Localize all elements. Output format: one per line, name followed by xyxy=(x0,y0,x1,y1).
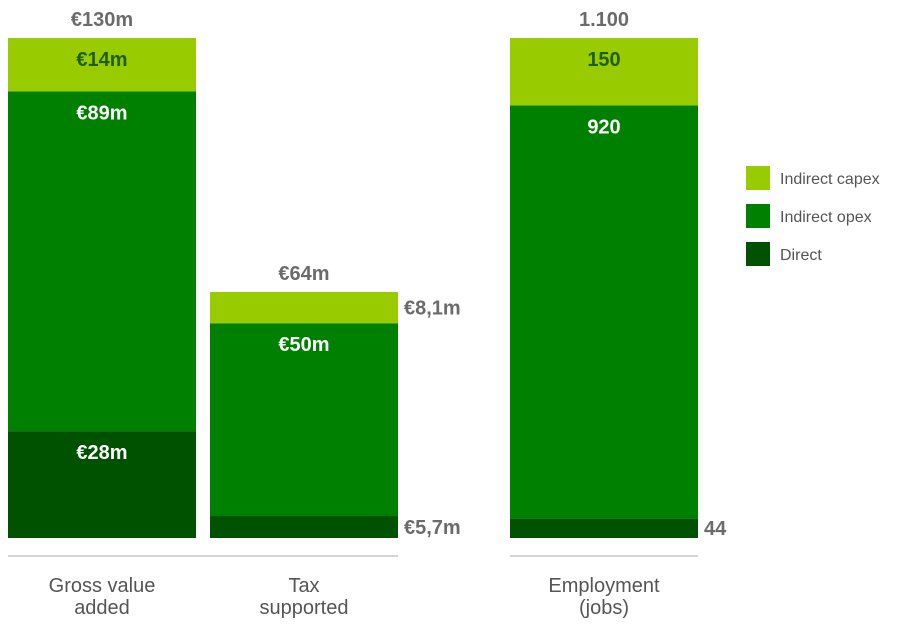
bar-0-indirect-capex xyxy=(8,38,196,92)
bar-1-indirect-opex xyxy=(210,323,398,517)
value-label: €50m xyxy=(278,334,329,356)
value-label: 150 xyxy=(587,49,620,71)
bar-2-indirect-opex xyxy=(510,105,698,519)
value-label: 44 xyxy=(704,518,727,540)
bar-2-direct xyxy=(510,518,698,538)
legend-swatch xyxy=(746,166,770,190)
category-label: Gross value added xyxy=(49,575,156,619)
legend-label: Direct xyxy=(780,247,822,264)
legend-label: Indirect capex xyxy=(780,171,880,188)
legend-swatch xyxy=(746,242,770,266)
bar-2-indirect-capex xyxy=(510,38,698,106)
category-label: Tax supported xyxy=(260,575,349,619)
value-label: €5,7m xyxy=(404,517,461,539)
bar-0-direct xyxy=(8,431,196,538)
bar-1-indirect-capex xyxy=(210,292,398,324)
value-label: €28m xyxy=(76,442,127,464)
total-label: €130m xyxy=(71,9,133,31)
total-label: €64m xyxy=(278,263,329,285)
value-label: €8,1m xyxy=(404,298,461,320)
legend-label: Indirect opex xyxy=(780,209,872,226)
category-label: Employment (jobs) xyxy=(548,575,660,619)
total-label: 1.100 xyxy=(579,9,629,31)
value-label: €14m xyxy=(76,49,127,71)
value-label: 920 xyxy=(587,116,620,138)
value-label: €89m xyxy=(76,102,127,124)
bar-0-indirect-opex xyxy=(8,91,196,432)
legend-swatch xyxy=(746,204,770,228)
bar-1-direct xyxy=(210,516,398,538)
